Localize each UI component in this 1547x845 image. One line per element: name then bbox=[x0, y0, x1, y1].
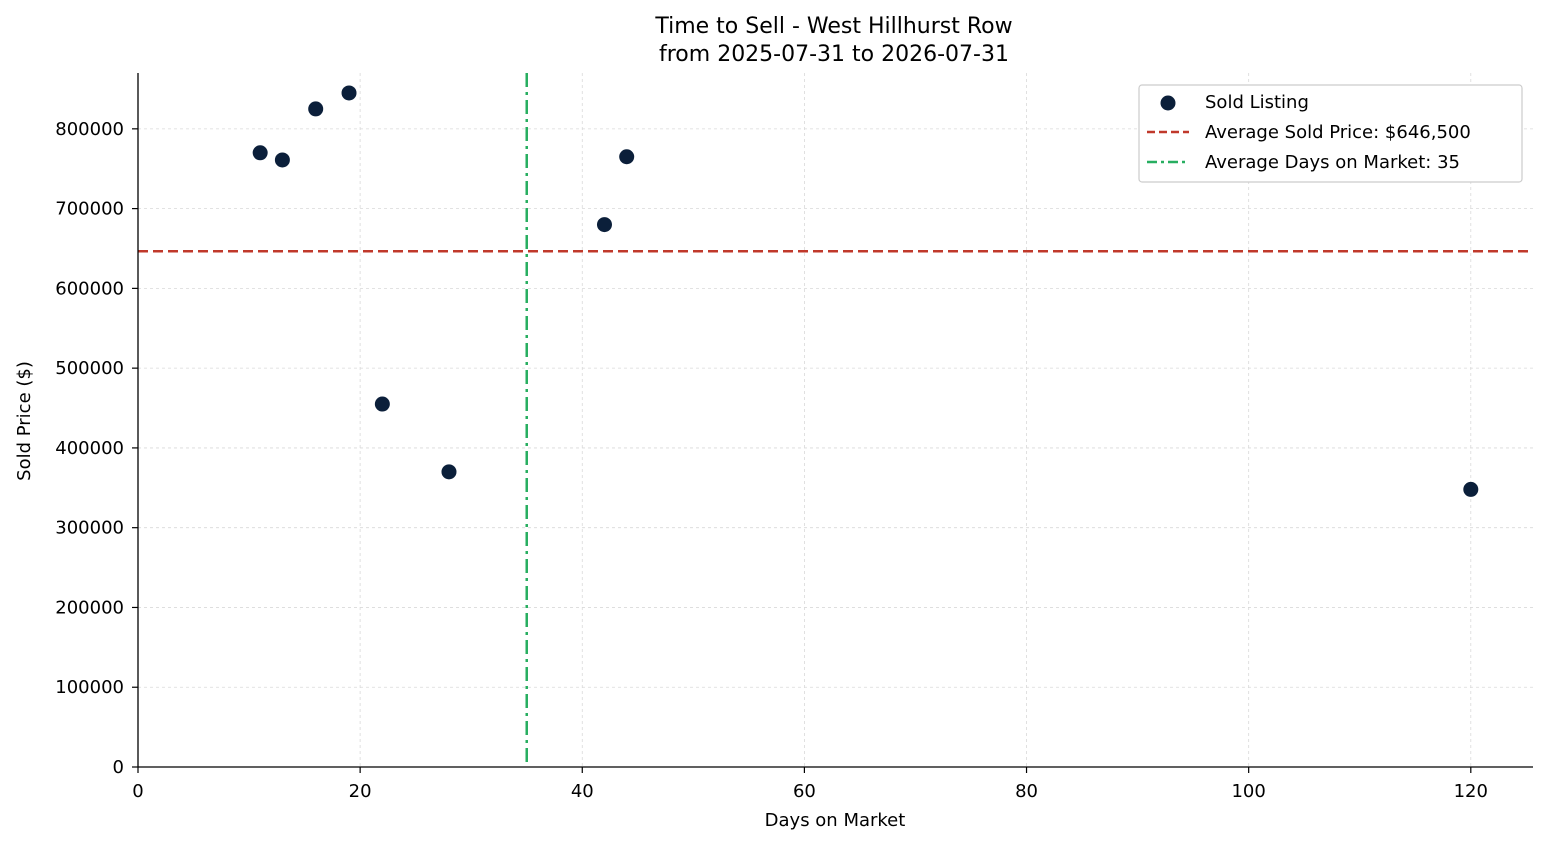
sold-listing-point bbox=[596, 217, 612, 233]
x-tick-label: 0 bbox=[132, 781, 143, 802]
sold-listing-point bbox=[619, 149, 635, 165]
legend-frame bbox=[1138, 84, 1523, 183]
x-axis-title: Days on Market bbox=[765, 810, 906, 831]
sold-listing-point bbox=[374, 396, 390, 412]
y-tick-label: 200000 bbox=[55, 597, 124, 618]
legend-marker-sold-listing bbox=[1160, 95, 1176, 111]
legend: Sold Listing Average Sold Price: $646,50… bbox=[1138, 84, 1523, 183]
x-tick-label: 60 bbox=[793, 781, 816, 802]
y-tick-label: 300000 bbox=[55, 518, 124, 539]
sold-listing-point bbox=[252, 145, 268, 161]
x-tick-label: 80 bbox=[1015, 781, 1038, 802]
legend-label-sold-listing: Sold Listing bbox=[1205, 92, 1309, 113]
y-tick-label: 400000 bbox=[55, 438, 124, 459]
y-tick-label: 600000 bbox=[55, 278, 124, 299]
sold-listing-point bbox=[308, 101, 324, 117]
y-tick-label: 100000 bbox=[55, 677, 124, 698]
y-tick-label: 0 bbox=[113, 757, 124, 778]
chart-subtitle: from 2025-07-31 to 2026-07-31 bbox=[659, 42, 1009, 67]
x-tick-label: 120 bbox=[1454, 781, 1488, 802]
reference-lines bbox=[138, 73, 1533, 767]
axes bbox=[132, 73, 1533, 773]
data-points bbox=[252, 85, 1479, 497]
sold-listing-point bbox=[1463, 481, 1479, 497]
sold-listing-point bbox=[274, 152, 290, 168]
x-tick-label: 40 bbox=[571, 781, 594, 802]
x-tick-label: 20 bbox=[349, 781, 372, 802]
y-tick-label: 700000 bbox=[55, 199, 124, 220]
x-tick-label: 100 bbox=[1231, 781, 1265, 802]
sold-listing-point bbox=[341, 85, 357, 101]
y-tick-label: 500000 bbox=[55, 358, 124, 379]
sold-listing-point bbox=[441, 464, 457, 480]
chart-title: Time to Sell - West Hillhurst Row bbox=[654, 14, 1012, 39]
legend-label-avg-days: Average Days on Market: 35 bbox=[1205, 152, 1460, 173]
grid-lines bbox=[138, 73, 1533, 767]
y-tick-label: 800000 bbox=[55, 119, 124, 140]
y-axis-title: Sold Price ($) bbox=[14, 361, 35, 481]
tick-labels: 0 20 40 60 80 100 120 0 100000 200000 300000 400000… bbox=[55, 119, 1488, 802]
legend-label-avg-price: Average Sold Price: $646,500 bbox=[1205, 122, 1471, 143]
